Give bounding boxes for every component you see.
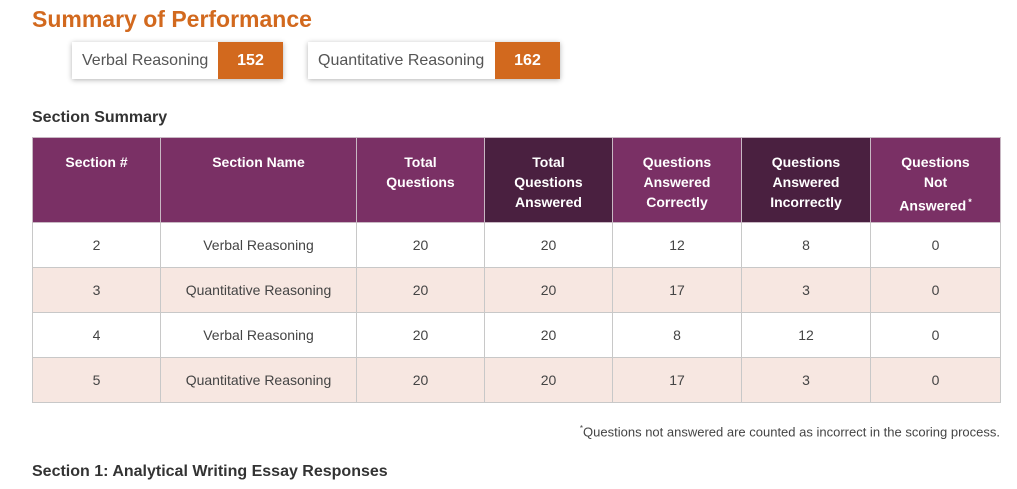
cell-answered-incorrectly: 8 — [741, 222, 871, 268]
cell-section-name: Quantitative Reasoning — [160, 267, 357, 313]
col-total-answered: Total Questions Answered — [484, 137, 613, 223]
col-answered-incorrectly: Questions Answered Incorrectly — [741, 137, 871, 223]
page-title: Summary of Performance — [32, 6, 312, 32]
table-row: 5 Quantitative Reasoning 20 20 17 3 0 — [32, 357, 1001, 403]
table-row: 3 Quantitative Reasoning 20 20 17 3 0 — [32, 267, 1001, 313]
footnote-text: Questions not answered are counted as in… — [583, 424, 1000, 440]
score-card-verbal: Verbal Reasoning 152 — [72, 42, 283, 79]
cell-total-answered: 20 — [484, 312, 613, 358]
cell-answered-correctly: 17 — [612, 267, 742, 313]
cell-not-answered: 0 — [870, 222, 1001, 268]
cell-section-name: Quantitative Reasoning — [160, 357, 357, 403]
cell-total-answered: 20 — [484, 267, 613, 313]
table-row: 2 Verbal Reasoning 20 20 12 8 0 — [32, 222, 1001, 268]
score-label-quantitative: Quantitative Reasoning — [318, 51, 485, 69]
cell-section-number: 5 — [32, 357, 161, 403]
col-section-name: Section Name — [160, 137, 357, 223]
cell-not-answered: 0 — [870, 357, 1001, 403]
score-value-quantitative: 162 — [495, 42, 560, 79]
col-total-questions: Total Questions — [356, 137, 485, 223]
col-answered-correctly: Questions Answered Correctly — [612, 137, 742, 223]
cell-answered-incorrectly: 12 — [741, 312, 871, 358]
footnote-marker: * — [579, 424, 584, 433]
col-not-answered: Questions Not Answered * — [870, 137, 1001, 223]
cell-answered-correctly: 17 — [612, 357, 742, 403]
section-summary-heading: Section Summary — [32, 109, 168, 126]
cell-answered-incorrectly: 3 — [741, 357, 871, 403]
cell-section-number: 3 — [32, 267, 161, 313]
cell-total-answered: 20 — [484, 222, 613, 268]
cell-not-answered: 0 — [870, 312, 1001, 358]
cell-total-answered: 20 — [484, 357, 613, 403]
section-summary-table: Section # Section Name Total Questions T… — [32, 137, 1001, 403]
score-card-quantitative: Quantitative Reasoning 162 — [308, 42, 560, 79]
table-row: 4 Verbal Reasoning 20 20 8 12 0 — [32, 312, 1001, 358]
cell-section-number: 4 — [32, 312, 161, 358]
cell-not-answered: 0 — [870, 267, 1001, 313]
cell-section-name: Verbal Reasoning — [160, 222, 357, 268]
table-header-row: Section # Section Name Total Questions T… — [32, 137, 1001, 223]
cell-answered-incorrectly: 3 — [741, 267, 871, 313]
cell-answered-correctly: 12 — [612, 222, 742, 268]
essay-section-heading: Section 1: Analytical Writing Essay Resp… — [32, 463, 388, 480]
cell-total-questions: 20 — [356, 267, 485, 313]
cell-total-questions: 20 — [356, 222, 485, 268]
cell-section-number: 2 — [32, 222, 161, 268]
cell-total-questions: 20 — [356, 357, 485, 403]
cell-total-questions: 20 — [356, 312, 485, 358]
score-value-verbal: 152 — [218, 42, 283, 79]
cell-answered-correctly: 8 — [612, 312, 742, 358]
score-label-verbal: Verbal Reasoning — [82, 51, 209, 69]
cell-section-name: Verbal Reasoning — [160, 312, 357, 358]
footnote: *Questions not answered are counted as i… — [580, 424, 1000, 439]
col-section-number: Section # — [32, 137, 161, 223]
